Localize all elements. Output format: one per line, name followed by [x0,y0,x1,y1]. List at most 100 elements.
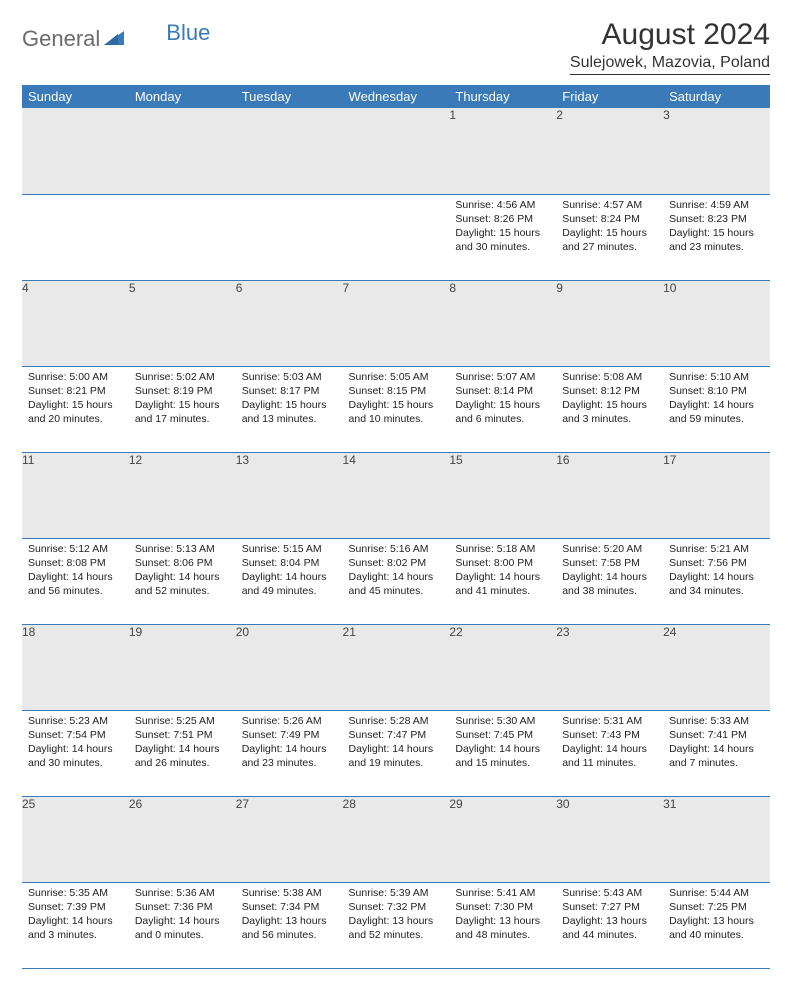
sunset-text: Sunset: 7:58 PM [562,556,657,570]
day-cell: Sunrise: 5:12 AMSunset: 8:08 PMDaylight:… [22,538,129,624]
sunset-text: Sunset: 7:54 PM [28,728,123,742]
day-cell-body: Sunrise: 5:28 AMSunset: 7:47 PMDaylight:… [343,711,450,775]
day-cell: Sunrise: 5:25 AMSunset: 7:51 PMDaylight:… [129,710,236,796]
daylight-text: Daylight: 14 hours and 59 minutes. [669,398,764,426]
month-title: August 2024 [570,18,770,52]
daylight-text: Daylight: 15 hours and 6 minutes. [455,398,550,426]
sunset-text: Sunset: 8:02 PM [349,556,444,570]
sunrise-text: Sunrise: 5:33 AM [669,714,764,728]
day-cell-body: Sunrise: 5:31 AMSunset: 7:43 PMDaylight:… [556,711,663,775]
sunrise-text: Sunrise: 5:12 AM [28,542,123,556]
day-number-cell: 2 [556,108,663,194]
sunset-text: Sunset: 8:15 PM [349,384,444,398]
day-cell: Sunrise: 4:59 AMSunset: 8:23 PMDaylight:… [663,194,770,280]
day-cell: Sunrise: 5:30 AMSunset: 7:45 PMDaylight:… [449,710,556,796]
sunrise-text: Sunrise: 4:57 AM [562,198,657,212]
sunset-text: Sunset: 8:12 PM [562,384,657,398]
sunset-text: Sunset: 8:10 PM [669,384,764,398]
day-number-cell: 14 [343,452,450,538]
day-number-cell: 6 [236,280,343,366]
weekday-header-row: Sunday Monday Tuesday Wednesday Thursday… [22,85,770,108]
sunrise-text: Sunrise: 5:15 AM [242,542,337,556]
daylight-text: Daylight: 14 hours and 56 minutes. [28,570,123,598]
day-number-cell [343,108,450,194]
day-cell-body: Sunrise: 5:30 AMSunset: 7:45 PMDaylight:… [449,711,556,775]
sunrise-text: Sunrise: 5:16 AM [349,542,444,556]
daylight-text: Daylight: 15 hours and 17 minutes. [135,398,230,426]
day-cell: Sunrise: 5:08 AMSunset: 8:12 PMDaylight:… [556,366,663,452]
sunset-text: Sunset: 8:06 PM [135,556,230,570]
sunrise-text: Sunrise: 5:18 AM [455,542,550,556]
day-cell: Sunrise: 5:21 AMSunset: 7:56 PMDaylight:… [663,538,770,624]
day-number-cell: 24 [663,624,770,710]
daylight-text: Daylight: 14 hours and 52 minutes. [135,570,230,598]
daylight-text: Daylight: 14 hours and 49 minutes. [242,570,337,598]
day-number-cell: 19 [129,624,236,710]
day-cell-body: Sunrise: 5:13 AMSunset: 8:06 PMDaylight:… [129,539,236,603]
brand-logo: General Blue [22,18,210,52]
daylight-text: Daylight: 15 hours and 23 minutes. [669,226,764,254]
day-cell [22,194,129,280]
weekday-header: Tuesday [236,85,343,108]
sunrise-text: Sunrise: 5:43 AM [562,886,657,900]
sunset-text: Sunset: 8:04 PM [242,556,337,570]
day-cell [129,194,236,280]
day-cell: Sunrise: 5:43 AMSunset: 7:27 PMDaylight:… [556,882,663,968]
day-cell: Sunrise: 5:38 AMSunset: 7:34 PMDaylight:… [236,882,343,968]
week-row: Sunrise: 5:00 AMSunset: 8:21 PMDaylight:… [22,366,770,452]
day-cell-body: Sunrise: 5:25 AMSunset: 7:51 PMDaylight:… [129,711,236,775]
day-cell-body: Sunrise: 5:38 AMSunset: 7:34 PMDaylight:… [236,883,343,947]
daylight-text: Daylight: 14 hours and 7 minutes. [669,742,764,770]
sunset-text: Sunset: 8:23 PM [669,212,764,226]
day-number-cell: 15 [449,452,556,538]
day-cell-body: Sunrise: 5:18 AMSunset: 8:00 PMDaylight:… [449,539,556,603]
sunrise-text: Sunrise: 5:39 AM [349,886,444,900]
sunrise-text: Sunrise: 5:36 AM [135,886,230,900]
header: General Blue August 2024 Sulejowek, Mazo… [22,18,770,75]
day-number-cell: 29 [449,796,556,882]
day-number-cell [236,108,343,194]
sunset-text: Sunset: 8:00 PM [455,556,550,570]
daylight-text: Daylight: 13 hours and 40 minutes. [669,914,764,942]
sunrise-text: Sunrise: 4:56 AM [455,198,550,212]
sunrise-text: Sunrise: 5:07 AM [455,370,550,384]
day-cell-body: Sunrise: 5:10 AMSunset: 8:10 PMDaylight:… [663,367,770,431]
day-number-cell [22,108,129,194]
calendar-table: Sunday Monday Tuesday Wednesday Thursday… [22,85,770,969]
daylight-text: Daylight: 14 hours and 19 minutes. [349,742,444,770]
day-number-cell: 30 [556,796,663,882]
day-cell-body: Sunrise: 5:03 AMSunset: 8:17 PMDaylight:… [236,367,343,431]
daylight-text: Daylight: 13 hours and 44 minutes. [562,914,657,942]
sunset-text: Sunset: 7:43 PM [562,728,657,742]
day-cell-body: Sunrise: 5:07 AMSunset: 8:14 PMDaylight:… [449,367,556,431]
day-cell: Sunrise: 5:02 AMSunset: 8:19 PMDaylight:… [129,366,236,452]
sunset-text: Sunset: 8:21 PM [28,384,123,398]
day-number-cell: 7 [343,280,450,366]
day-cell: Sunrise: 5:00 AMSunset: 8:21 PMDaylight:… [22,366,129,452]
sunrise-text: Sunrise: 5:35 AM [28,886,123,900]
sunrise-text: Sunrise: 5:02 AM [135,370,230,384]
day-cell-body: Sunrise: 5:33 AMSunset: 7:41 PMDaylight:… [663,711,770,775]
week-row: Sunrise: 5:35 AMSunset: 7:39 PMDaylight:… [22,882,770,968]
day-cell: Sunrise: 5:15 AMSunset: 8:04 PMDaylight:… [236,538,343,624]
sunrise-text: Sunrise: 5:26 AM [242,714,337,728]
calendar-page: General Blue August 2024 Sulejowek, Mazo… [0,0,792,987]
sunset-text: Sunset: 7:27 PM [562,900,657,914]
sunrise-text: Sunrise: 5:03 AM [242,370,337,384]
sunrise-text: Sunrise: 5:44 AM [669,886,764,900]
location-text: Sulejowek, Mazovia, Poland [570,54,770,75]
sunset-text: Sunset: 7:30 PM [455,900,550,914]
day-cell-body: Sunrise: 5:35 AMSunset: 7:39 PMDaylight:… [22,883,129,947]
weekday-header: Wednesday [343,85,450,108]
daylight-text: Daylight: 15 hours and 13 minutes. [242,398,337,426]
week-row: Sunrise: 5:12 AMSunset: 8:08 PMDaylight:… [22,538,770,624]
sunrise-text: Sunrise: 5:21 AM [669,542,764,556]
day-cell: Sunrise: 5:03 AMSunset: 8:17 PMDaylight:… [236,366,343,452]
day-cell: Sunrise: 5:16 AMSunset: 8:02 PMDaylight:… [343,538,450,624]
day-number-cell: 31 [663,796,770,882]
brand-part1: General [22,26,100,52]
day-cell-body: Sunrise: 5:20 AMSunset: 7:58 PMDaylight:… [556,539,663,603]
day-cell: Sunrise: 5:20 AMSunset: 7:58 PMDaylight:… [556,538,663,624]
day-cell: Sunrise: 4:57 AMSunset: 8:24 PMDaylight:… [556,194,663,280]
day-number-cell: 1 [449,108,556,194]
